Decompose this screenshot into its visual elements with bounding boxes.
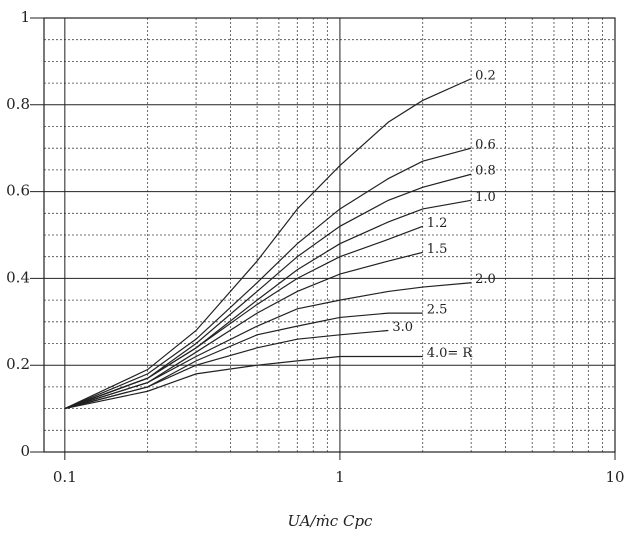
curve-label: 4.0= R — [427, 346, 474, 361]
plot-frame — [43, 17, 616, 453]
curve — [64, 282, 472, 410]
x-axis-label: UA/ṁc Cpc — [288, 512, 374, 530]
curve — [64, 329, 389, 410]
x-tick-label: 0.1 — [53, 468, 77, 486]
curve-label: 1.0 — [475, 190, 496, 205]
curve-label: 1.5 — [427, 242, 448, 257]
y-tick-label: 0 — [20, 442, 30, 460]
curve-label: 2.0 — [475, 272, 496, 287]
curve-label: 0.6 — [475, 138, 496, 153]
curve — [64, 312, 423, 410]
y-tick-label: 1 — [20, 8, 30, 26]
curve-label: 2.5 — [427, 303, 448, 318]
y-tick-label: 0.4 — [6, 268, 30, 286]
curve — [64, 78, 472, 410]
curve — [64, 225, 423, 410]
y-tick-label: 0.8 — [6, 95, 30, 113]
y-tick-label: 0.2 — [6, 355, 30, 373]
curve — [64, 355, 423, 410]
curve-label: 0.2 — [475, 68, 496, 83]
curve-label: 0.8 — [475, 164, 496, 179]
y-tick-label: 0.6 — [6, 182, 30, 200]
curve-label: 3.0 — [392, 320, 413, 335]
curve-label: 1.2 — [427, 216, 448, 231]
x-tick-label: 1 — [335, 468, 345, 486]
curve — [64, 147, 472, 410]
x-tick-label: 10 — [605, 468, 624, 486]
curve — [64, 251, 423, 410]
curve — [64, 173, 472, 410]
